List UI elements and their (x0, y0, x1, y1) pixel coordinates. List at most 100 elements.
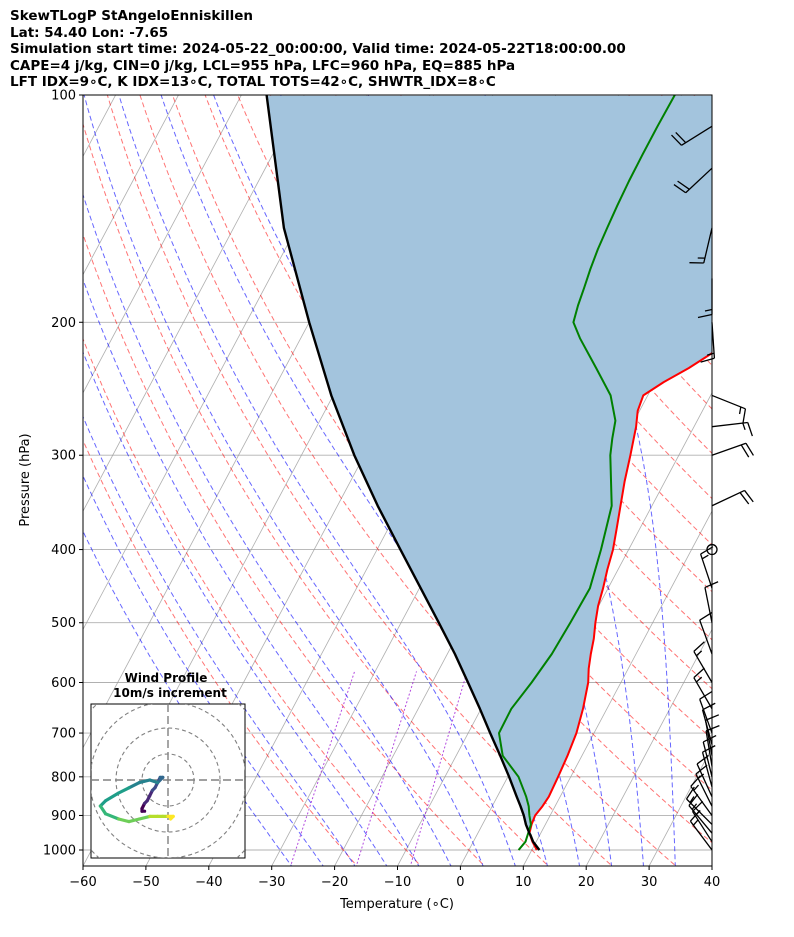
dewpoint-profile-line (498, 95, 676, 851)
hodograph-segment (127, 780, 141, 790)
sounding-profiles (265, 95, 712, 851)
barb-shaft (699, 553, 713, 589)
hodograph-subtitle: 10m/s increment (113, 686, 227, 700)
chart-title: SkewTLogP StAngeloEnniskillen (10, 8, 253, 24)
isotherm-line (0, 60, 71, 881)
isotherm-line (83, 95, 179, 276)
hodograph-segment (169, 814, 175, 821)
isotherm-line (0, 60, 8, 881)
dry-adiabat-line (715, 82, 794, 876)
x-tick-label: 30 (641, 875, 658, 890)
barb-flag (702, 702, 716, 711)
hodograph-segment (127, 817, 141, 824)
cape-shaded-area (266, 95, 712, 850)
dry-adiabat-line (106, 95, 613, 866)
barb-half-flag (695, 650, 703, 657)
barb-flag (693, 667, 705, 679)
barb-flag (699, 691, 713, 700)
wind-barb (701, 702, 716, 745)
barb-shaft (699, 619, 713, 655)
x-axis-ticks: −60 −50 −40 −30 −20 −10 0 10 20 30 40 (69, 866, 720, 890)
barb-half-flag (742, 422, 746, 431)
x-tick-label: 40 (704, 875, 721, 890)
moist-adiabat-line (160, 95, 549, 866)
barb-half-flag (692, 819, 699, 826)
hodograph-plot (91, 704, 245, 858)
barb-flag (693, 641, 705, 652)
cape-fill (266, 95, 712, 850)
y-tick-label: 900 (51, 809, 76, 824)
x-axis-label: Temperature (∘C) (339, 897, 454, 912)
moist-adiabat-line (83, 95, 484, 866)
time-info: Simulation start time: 2024-05-22_00:00:… (10, 41, 626, 57)
wind-barb (711, 489, 754, 507)
wind-barb (693, 667, 713, 710)
barb-flag (747, 422, 753, 437)
barb-shaft (691, 811, 713, 843)
x-tick-label: 20 (578, 875, 595, 890)
wind-barbs (671, 125, 754, 851)
barb-shaft (711, 489, 745, 507)
y-tick-label: 100 (51, 89, 76, 104)
barb-flag (744, 490, 754, 503)
moist-adiabat-line (83, 530, 293, 866)
barb-shaft (702, 741, 713, 777)
x-tick-label: −60 (69, 875, 96, 890)
barb-shaft (681, 125, 713, 146)
hodograph-segment (116, 786, 131, 795)
wind-barb (673, 167, 713, 194)
barb-half-flag (689, 796, 695, 803)
hodograph-segment (103, 812, 121, 821)
y-tick-label: 400 (51, 543, 76, 558)
dry-adiabat-line (83, 439, 358, 866)
wind-barb (702, 735, 717, 777)
hodograph-segment (137, 814, 152, 821)
barb-shaft (688, 805, 713, 834)
barb-flag (677, 180, 690, 190)
hodograph-title: Wind Profile (125, 671, 208, 685)
x-tick-label: −30 (258, 875, 285, 890)
barb-shaft (693, 677, 713, 710)
hodograph-segment (137, 778, 152, 785)
barb-flag (742, 408, 747, 424)
mixing-ratio-line (409, 671, 468, 866)
location-info: Lat: 54.40 Lon: -7.65 (10, 24, 169, 41)
wind-barb (689, 227, 713, 264)
x-tick-label: −40 (195, 875, 222, 890)
chart-header: SkewTLogP StAngeloEnniskillen Lat: 54.40… (10, 8, 626, 91)
wind-barb (711, 394, 747, 424)
isotherm-line (83, 95, 305, 513)
barb-shaft (711, 421, 748, 428)
barb-shaft (696, 763, 713, 797)
wind-barb (695, 764, 713, 807)
barb-flag (675, 131, 687, 144)
x-tick-label: −20 (321, 875, 348, 890)
dry-adiabat-line (83, 337, 422, 866)
moist-adiabat-line (83, 415, 356, 866)
dry-adiabat-line (748, 82, 794, 876)
barb-shaft (689, 820, 713, 851)
isotherm-line (585, 628, 712, 866)
moist-adiabat-line (367, 95, 644, 866)
barb-flag (671, 134, 682, 146)
wind-barb (693, 641, 713, 683)
barb-half-flag (697, 773, 705, 779)
dry-adiabat-line (83, 232, 486, 866)
barb-shaft (705, 730, 713, 767)
barb-half-flag (704, 308, 713, 312)
barb-flag (695, 764, 708, 775)
barb-flag (740, 444, 750, 458)
moist-adiabat-line (118, 95, 516, 866)
moist-adiabat-line (83, 193, 452, 866)
barb-flag (673, 184, 687, 194)
moist-adiabat-line (83, 474, 324, 866)
y-tick-label: 1000 (43, 844, 76, 859)
cape-info: CAPE=4 j/kg, CIN=0 j/kg, LCL=955 hPa, LF… (10, 57, 516, 74)
y-tick-label: 300 (51, 449, 76, 464)
barb-shaft (703, 227, 713, 264)
barb-shaft (699, 698, 713, 734)
barb-shaft (711, 394, 746, 410)
isotherm-line (711, 865, 712, 866)
y-tick-label: 700 (51, 727, 76, 742)
isotherm-line (767, 60, 794, 881)
